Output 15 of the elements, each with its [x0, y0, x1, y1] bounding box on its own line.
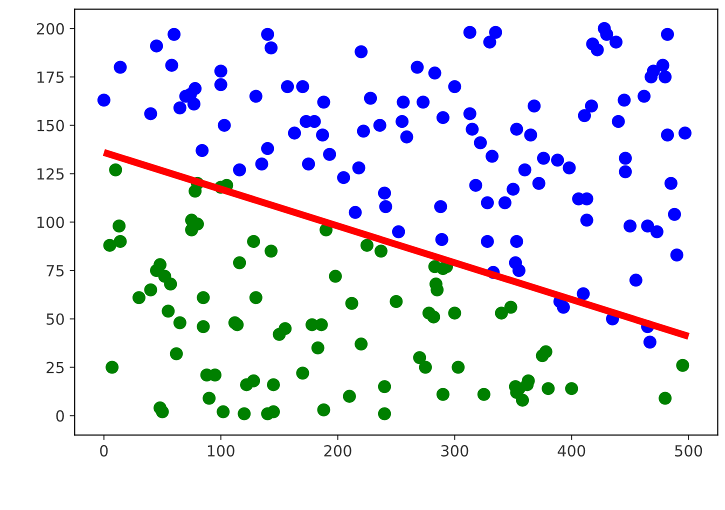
- y-tick-label: 175: [37, 72, 64, 83]
- y-tick-label: 100: [37, 216, 64, 228]
- x-tick-label: 0: [100, 445, 108, 457]
- y-tick-label: 150: [37, 120, 64, 132]
- y-tick-label: 75: [46, 265, 64, 277]
- x-tick-label: 200: [324, 445, 352, 457]
- y-tick-label: 200: [36, 23, 64, 35]
- x-tick-label: 300: [441, 445, 468, 457]
- y-tick-label: 125: [37, 168, 64, 180]
- x-tick-label: 100: [208, 445, 234, 457]
- y-tick-label: 0: [56, 410, 64, 422]
- x-tick-label: 400: [558, 445, 586, 457]
- y-tick-label: 50: [46, 313, 64, 325]
- y-tick-label: 25: [46, 362, 64, 374]
- x-tick-label: 500: [675, 445, 702, 457]
